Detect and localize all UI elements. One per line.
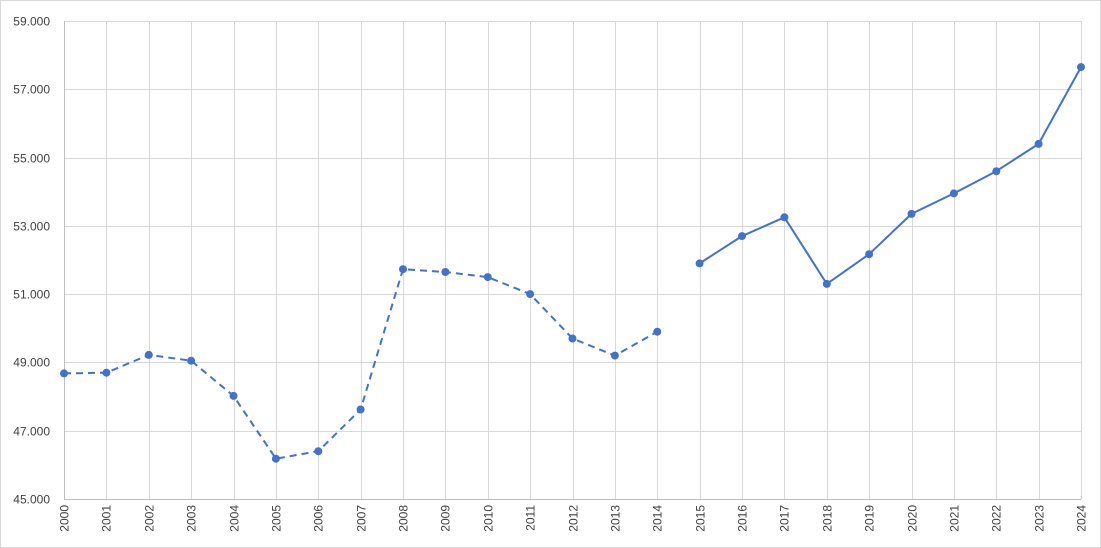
x-tick-label: 2005 [270, 505, 284, 532]
data-point-2009 [441, 268, 450, 276]
x-tick-label: 2008 [397, 505, 411, 532]
x-tick-label: 2019 [863, 505, 877, 532]
x-tick-label: 2024 [1075, 505, 1089, 532]
x-tick-label: 2023 [1033, 505, 1047, 532]
data-point-2000 [60, 369, 68, 378]
y-tick-label: 45.000 [13, 493, 50, 507]
vertical-gridlines [106, 21, 1082, 499]
x-tick-label: 2007 [355, 505, 369, 532]
x-tick-label: 2020 [906, 505, 920, 532]
x-tick-label: 2004 [228, 505, 242, 532]
y-tick-label: 47.000 [13, 425, 50, 439]
x-tick-label: 2018 [821, 505, 835, 532]
x-tick-label: 2009 [439, 505, 453, 532]
series-line-2 [699, 66, 1082, 285]
data-point-2003 [187, 356, 196, 365]
x-tick-label: 2022 [990, 505, 1004, 532]
data-point-2023 [1034, 139, 1043, 148]
x-tick-label: 2011 [524, 505, 538, 531]
data-point-2024 [1077, 63, 1085, 72]
x-axis-tick-labels: 2000 2001 2002 2003 2004 2005 2006 2007 2008 2009… [58, 505, 1089, 532]
y-axis-tick-labels: 45.000 47.000 49.000 51.000 53.000 55.000 57.0… [13, 15, 50, 507]
data-point-2007 [356, 405, 365, 414]
data-point-2005 [271, 454, 280, 463]
data-point-2016 [738, 232, 746, 241]
x-tick-label: 2014 [651, 505, 665, 532]
x-tick-label: 2012 [567, 505, 581, 532]
data-point-2013 [610, 351, 619, 360]
data-point-2014 [653, 327, 662, 336]
y-tick-label: 53.000 [13, 220, 50, 234]
series-line-1 [63, 268, 658, 460]
data-point-2006 [314, 447, 323, 456]
data-point-2012 [568, 334, 577, 343]
y-tick-label: 57.000 [13, 83, 50, 97]
x-tick-label: 2017 [778, 505, 792, 532]
data-point-2001 [102, 368, 111, 377]
y-tick-label: 59.000 [13, 15, 50, 29]
x-tick-label: 2013 [609, 505, 623, 532]
x-tick-label: 2006 [312, 505, 326, 532]
axes [64, 21, 1081, 500]
data-point-2010 [483, 273, 492, 282]
x-tick-label: 2010 [482, 505, 496, 532]
y-tick-label: 55.000 [13, 152, 50, 166]
data-point-2017 [780, 213, 789, 222]
series-lines [63, 66, 1082, 460]
data-point-2018 [822, 279, 831, 288]
data-point-2020 [907, 209, 916, 218]
data-point-2004 [229, 391, 238, 400]
x-tick-label: 2002 [143, 505, 157, 532]
series-points [60, 63, 1085, 463]
x-tick-label: 2021 [948, 505, 962, 532]
data-point-2021 [949, 189, 958, 198]
horizontal-gridlines [64, 21, 1081, 432]
data-point-2022 [992, 167, 1001, 176]
data-point-2002 [144, 350, 153, 359]
y-tick-label: 51.000 [13, 288, 50, 302]
y-tick-label: 49.000 [13, 356, 50, 370]
x-tick-label: 2016 [736, 505, 750, 532]
data-point-2019 [865, 250, 874, 259]
data-point-2008 [399, 265, 407, 274]
x-tick-label: 2003 [185, 505, 199, 532]
x-tick-label: 2001 [100, 505, 114, 532]
x-tick-label: 2000 [58, 505, 72, 532]
x-tick-label: 2015 [694, 505, 708, 532]
data-point-2011 [526, 290, 535, 299]
data-point-2015 [695, 259, 704, 268]
